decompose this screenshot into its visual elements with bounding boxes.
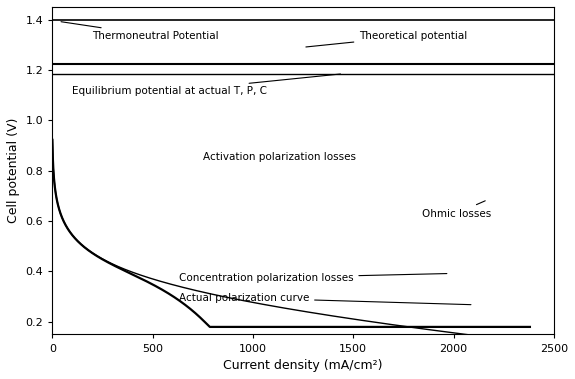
Text: Actual polarization curve: Actual polarization curve xyxy=(179,293,471,305)
Text: Theoretical potential: Theoretical potential xyxy=(306,31,467,47)
Text: Ohmic losses: Ohmic losses xyxy=(421,201,491,219)
Y-axis label: Cell potential (V): Cell potential (V) xyxy=(7,118,20,223)
Text: Activation polarization losses: Activation polarization losses xyxy=(203,152,356,162)
Text: Concentration polarization losses: Concentration polarization losses xyxy=(179,273,447,283)
Text: Equilibrium potential at actual T, P, C: Equilibrium potential at actual T, P, C xyxy=(72,74,340,96)
X-axis label: Current density (mA/cm²): Current density (mA/cm²) xyxy=(223,359,383,372)
Text: Thermoneutral Potential: Thermoneutral Potential xyxy=(61,22,219,41)
